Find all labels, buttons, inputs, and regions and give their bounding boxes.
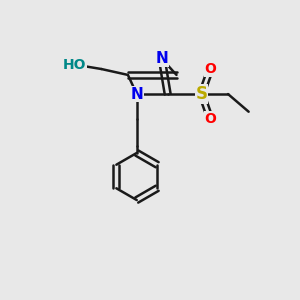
Text: N: N (155, 51, 168, 66)
Text: HO: HO (63, 58, 87, 72)
Text: O: O (204, 112, 216, 126)
Text: N: N (130, 87, 143, 102)
Text: S: S (196, 85, 208, 103)
Text: O: O (204, 62, 216, 76)
